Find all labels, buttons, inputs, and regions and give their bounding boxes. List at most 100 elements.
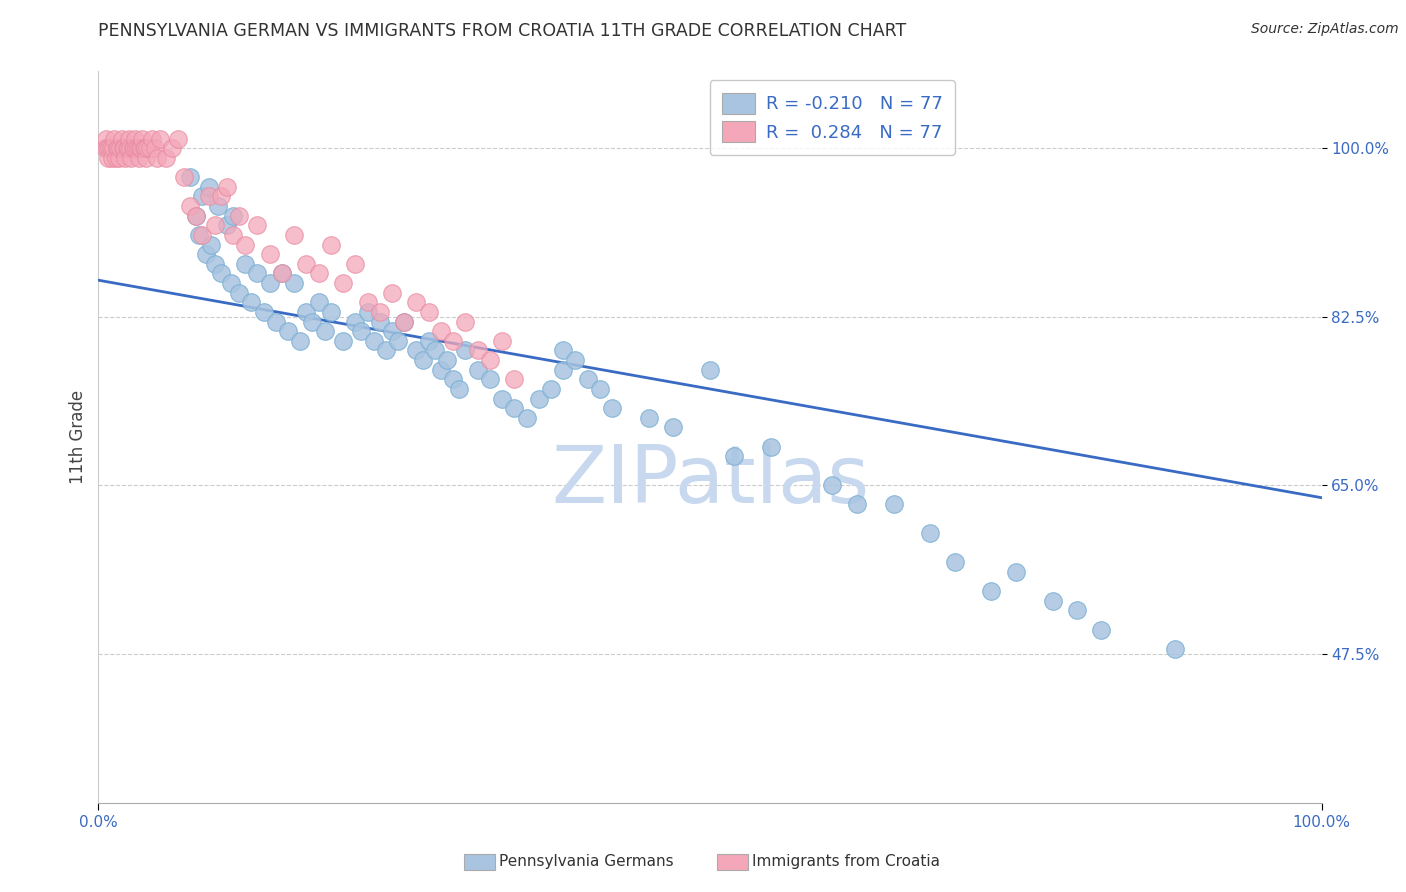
- Point: [637, 410, 661, 425]
- Point: [204, 219, 226, 233]
- Point: [233, 257, 256, 271]
- Point: [233, 237, 256, 252]
- Point: [197, 189, 219, 203]
- Point: [179, 170, 201, 185]
- Point: [356, 305, 378, 319]
- Point: [467, 362, 489, 376]
- Point: [191, 227, 214, 242]
- Point: [314, 324, 336, 338]
- Point: [600, 401, 623, 416]
- Point: [101, 141, 124, 155]
- Point: [97, 151, 120, 165]
- Point: [141, 132, 163, 146]
- Point: [121, 141, 143, 155]
- Point: [1042, 593, 1064, 607]
- Point: [332, 334, 354, 348]
- Point: [259, 247, 281, 261]
- Point: [290, 334, 312, 348]
- Point: [723, 450, 745, 464]
- Text: Immigrants from Croatia: Immigrants from Croatia: [752, 855, 941, 869]
- Point: [264, 315, 287, 329]
- Point: [576, 372, 599, 386]
- Point: [363, 334, 385, 348]
- Point: [108, 151, 131, 165]
- Point: [179, 199, 201, 213]
- Point: [283, 276, 305, 290]
- Point: [117, 141, 139, 155]
- Point: [103, 132, 125, 146]
- Point: [149, 132, 172, 146]
- Point: [467, 343, 489, 358]
- Point: [135, 151, 157, 165]
- Point: [430, 324, 453, 338]
- Point: [478, 372, 501, 386]
- Point: [124, 132, 146, 146]
- Point: [1090, 623, 1112, 637]
- Point: [270, 267, 294, 281]
- Point: [191, 189, 214, 203]
- Point: [527, 392, 550, 406]
- Point: [187, 227, 209, 242]
- Point: [240, 295, 263, 310]
- Point: [883, 498, 905, 512]
- Point: [125, 141, 148, 155]
- Point: [423, 343, 446, 358]
- Point: [418, 305, 440, 319]
- Point: [350, 324, 373, 338]
- Point: [228, 285, 250, 300]
- Point: [118, 132, 141, 146]
- Point: [222, 209, 245, 223]
- Point: [215, 179, 238, 194]
- Point: [101, 151, 124, 165]
- Point: [418, 334, 440, 348]
- Point: [215, 219, 238, 233]
- Point: [1066, 603, 1088, 617]
- Point: [564, 353, 586, 368]
- Point: [98, 141, 121, 155]
- Point: [111, 132, 134, 146]
- Point: [197, 179, 219, 194]
- Point: [503, 372, 526, 386]
- Point: [412, 353, 434, 368]
- Point: [139, 141, 162, 155]
- Point: [920, 526, 942, 541]
- Point: [128, 151, 150, 165]
- Point: [344, 315, 367, 329]
- Point: [200, 237, 222, 252]
- Point: [155, 151, 177, 165]
- Point: [222, 227, 245, 242]
- Point: [356, 295, 378, 310]
- Point: [308, 295, 330, 310]
- Point: [699, 362, 721, 376]
- Text: Pennsylvania Germans: Pennsylvania Germans: [499, 855, 673, 869]
- Point: [540, 382, 562, 396]
- Point: [228, 209, 250, 223]
- Point: [252, 305, 274, 319]
- Legend: R = -0.210   N = 77, R =  0.284   N = 77: R = -0.210 N = 77, R = 0.284 N = 77: [710, 80, 955, 154]
- Point: [209, 189, 232, 203]
- Point: [204, 257, 226, 271]
- Point: [405, 343, 427, 358]
- Point: [344, 257, 367, 271]
- Point: [436, 353, 458, 368]
- Point: [332, 276, 354, 290]
- Point: [114, 151, 136, 165]
- Text: ZIPatlas: ZIPatlas: [551, 442, 869, 520]
- Point: [115, 141, 138, 155]
- Point: [295, 305, 318, 319]
- Point: [167, 132, 190, 146]
- Point: [1004, 565, 1026, 579]
- Point: [112, 141, 135, 155]
- Point: [381, 324, 404, 338]
- Point: [93, 141, 115, 155]
- Point: [143, 141, 166, 155]
- Point: [308, 267, 330, 281]
- Point: [173, 170, 195, 185]
- Point: [96, 141, 118, 155]
- Point: [387, 334, 409, 348]
- Point: [100, 141, 122, 155]
- Point: [111, 141, 134, 155]
- Point: [132, 141, 155, 155]
- Point: [478, 353, 501, 368]
- Point: [120, 151, 142, 165]
